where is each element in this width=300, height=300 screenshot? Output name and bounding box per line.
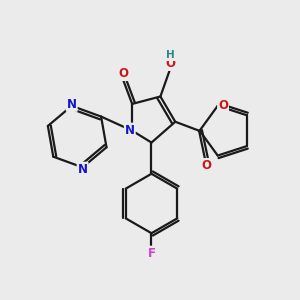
Text: F: F	[148, 247, 155, 260]
Text: O: O	[218, 99, 228, 112]
Text: N: N	[125, 124, 135, 136]
Text: O: O	[118, 67, 128, 80]
Text: N: N	[67, 98, 77, 111]
Text: O: O	[202, 159, 212, 172]
Text: H: H	[167, 50, 175, 60]
Text: O: O	[166, 57, 176, 70]
Text: N: N	[78, 163, 88, 176]
